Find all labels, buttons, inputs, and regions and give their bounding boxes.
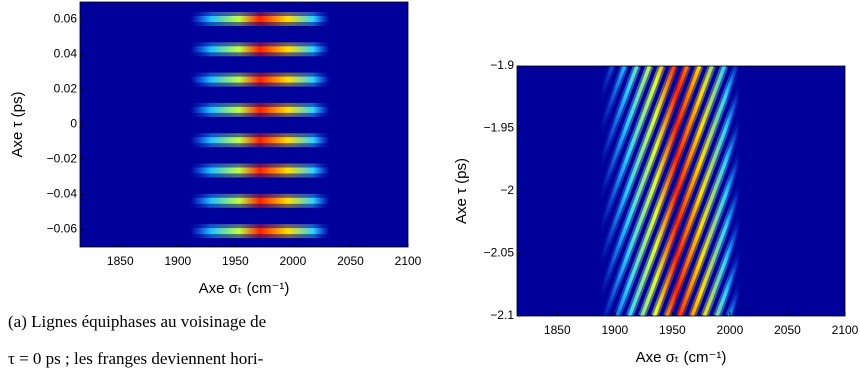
fringe: [80, 228, 408, 235]
caption: (a) Lignes équiphases au voisinage de: [8, 312, 266, 331]
fringe: [80, 16, 408, 22]
x-axis-label: Axe σₜ (cm⁻¹): [199, 280, 290, 297]
fringe: [565, 66, 664, 316]
x-tick-label: 1850: [107, 254, 134, 268]
y-axis-label: Axe τ (ps): [453, 158, 470, 224]
fringe: [765, 105, 845, 316]
x-tick-label: 1950: [659, 323, 686, 337]
x-tick-label: 2050: [337, 254, 364, 268]
x-tick-label: 1900: [601, 323, 628, 337]
fringe: [517, 66, 602, 289]
fringe: [752, 72, 845, 316]
fringe: [815, 237, 845, 316]
y-tick-label: 0: [70, 117, 77, 131]
fringe: [727, 66, 827, 316]
fringe: [665, 66, 764, 316]
fringe: [540, 66, 639, 316]
y-tick-label: 0.06: [54, 12, 78, 26]
heatmap-pattern: [517, 66, 860, 316]
fringe: [590, 66, 689, 316]
fringe: [615, 66, 714, 316]
fringe: [855, 66, 860, 316]
x-tick-label: 1850: [544, 323, 571, 337]
fringe: [577, 66, 677, 316]
fringe: [552, 66, 652, 316]
fringe: [715, 66, 814, 316]
fringe: [702, 66, 802, 316]
y-tick-label: −2: [500, 183, 514, 197]
fringe: [517, 66, 552, 157]
fringe: [80, 137, 408, 144]
fringe: [777, 138, 845, 316]
heatmap-background: [80, 2, 408, 247]
fringe: [802, 204, 845, 316]
y-axis-label: Axe τ (ps): [9, 92, 26, 158]
x-tick-label: 1900: [164, 254, 191, 268]
y-tick-label: −2.05: [484, 246, 515, 260]
x-tick-label: 2100: [832, 323, 859, 337]
y-tick-label: −1.9: [490, 58, 514, 72]
fringe: [652, 66, 752, 316]
y-tick-label: 0.02: [54, 82, 78, 96]
y-tick-label: −0.04: [47, 187, 78, 201]
fringe: [790, 171, 845, 316]
fringe: [640, 66, 739, 316]
caption: τ = 0 ps ; les franges deviennent hori-: [8, 349, 264, 368]
x-tick-label: 2000: [280, 254, 307, 268]
y-tick-label: −1.95: [484, 121, 515, 135]
fringe: [80, 76, 408, 83]
y-tick-label: 0.04: [54, 47, 78, 61]
fringe: [80, 106, 408, 113]
fringe: [627, 66, 727, 316]
x-axis-label: Axe σₜ (cm⁻¹): [636, 349, 727, 366]
y-tick-label: −0.06: [47, 222, 78, 236]
fringe: [517, 66, 614, 316]
y-tick-label: −2.1: [490, 308, 514, 322]
fringe-glow: [855, 66, 860, 316]
x-tick-label: 2100: [395, 254, 422, 268]
fringe: [80, 167, 408, 174]
fringe: [80, 46, 408, 53]
x-tick-label: 2050: [774, 323, 801, 337]
x-tick-label: 2000: [717, 323, 744, 337]
y-tick-label: −0.02: [47, 152, 78, 166]
fringe: [602, 66, 702, 316]
fringe: [690, 66, 789, 316]
fringe: [517, 66, 539, 124]
fringe: [527, 66, 627, 316]
x-tick-label: 1950: [222, 254, 249, 268]
fringe: [740, 66, 839, 316]
fringe: [517, 66, 564, 190]
fringe: [517, 66, 577, 223]
fringe: [80, 197, 408, 204]
fringe: [517, 66, 589, 256]
heatmap-pattern: [80, 12, 408, 239]
fringe: [677, 66, 777, 316]
